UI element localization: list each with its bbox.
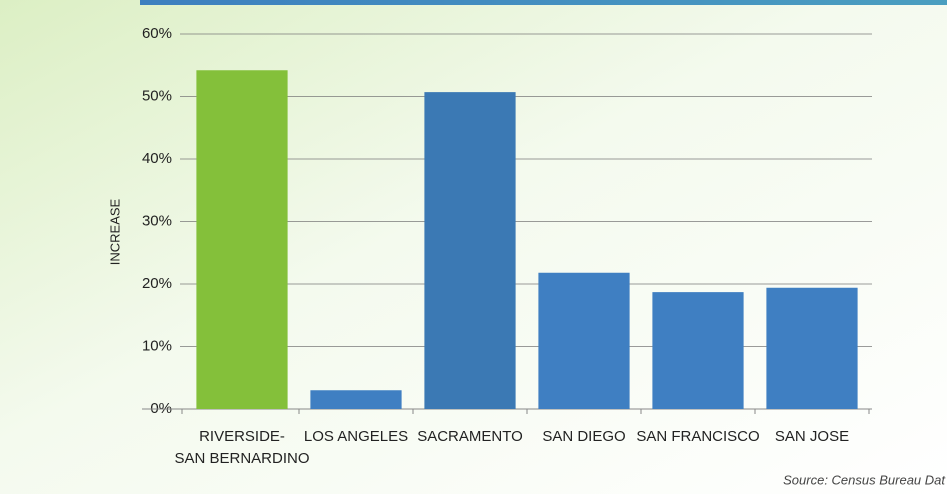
- y-tick-label: 10%: [142, 337, 172, 354]
- x-tick-label: LOS ANGELES: [304, 428, 408, 445]
- y-tick-label: 0%: [150, 400, 172, 417]
- x-tick-label: SACRAMENTO: [417, 428, 523, 445]
- bar: [424, 92, 516, 409]
- y-axis-label: INCREASE: [107, 198, 122, 265]
- source-note: Source: Census Bureau Dat: [783, 472, 946, 487]
- y-tick-label: 60%: [142, 25, 172, 42]
- bar: [538, 272, 630, 409]
- x-tick-label: RIVERSIDE-SAN BERNARDINO: [174, 428, 309, 467]
- y-tick-label: 50%: [142, 87, 172, 104]
- bar: [196, 70, 288, 409]
- bar: [766, 287, 858, 409]
- bar: [652, 292, 744, 409]
- y-tick-label: 20%: [142, 275, 172, 292]
- x-tick-label: SAN JOSE: [775, 428, 849, 445]
- x-tick-label: SAN DIEGO: [542, 428, 625, 445]
- bar: [310, 390, 402, 409]
- x-tick-label: SAN FRANCISCO: [636, 428, 759, 445]
- y-tick-label: 30%: [142, 212, 172, 229]
- header-strip: [140, 0, 947, 5]
- y-tick-label: 40%: [142, 150, 172, 167]
